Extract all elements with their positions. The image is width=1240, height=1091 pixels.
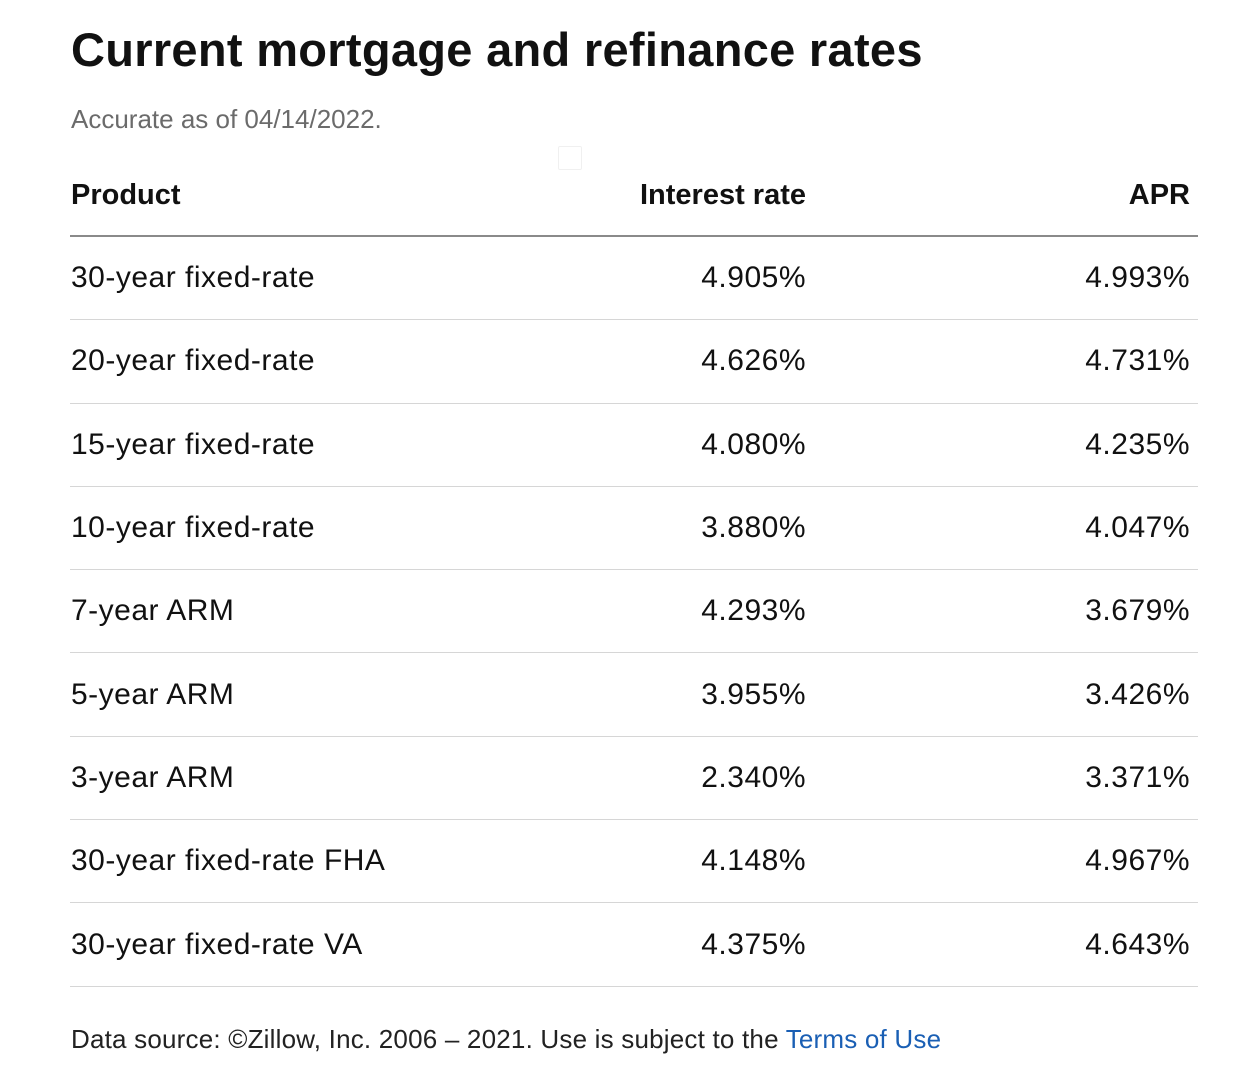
table-row: 5-year ARM 3.955% 3.426%	[70, 653, 1198, 737]
apr-cell: 4.731%	[1085, 344, 1190, 378]
table-row: 10-year fixed-rate 3.880% 4.047%	[70, 487, 1198, 571]
placeholder-box	[558, 146, 582, 170]
rate-cell: 4.080%	[701, 427, 806, 461]
data-source-footer: Data source: ©Zillow, Inc. 2006 – 2021. …	[71, 1024, 941, 1055]
product-cell: 3-year ARM	[71, 760, 235, 794]
apr-cell: 3.371%	[1085, 760, 1190, 794]
accuracy-date: Accurate as of 04/14/2022.	[71, 104, 382, 134]
product-cell: 20-year fixed-rate	[71, 344, 316, 378]
apr-cell: 4.993%	[1085, 261, 1190, 295]
apr-cell: 4.643%	[1085, 927, 1190, 961]
rate-cell: 4.148%	[701, 844, 806, 878]
rates-table: Product Interest rate APR 30-year fixed-…	[70, 155, 1198, 987]
product-cell: 30-year fixed-rate VA	[71, 927, 363, 961]
table-row: 30-year fixed-rate VA 4.375% 4.643%	[70, 903, 1198, 987]
table-row: 15-year fixed-rate 4.080% 4.235%	[70, 404, 1198, 487]
rate-cell: 4.626%	[701, 344, 806, 378]
table-row: 30-year fixed-rate FHA 4.148% 4.967%	[70, 820, 1198, 904]
product-cell: 15-year fixed-rate	[71, 427, 316, 461]
rate-cell: 4.905%	[701, 261, 806, 295]
table-header: Product Interest rate APR	[70, 155, 1198, 237]
product-cell: 5-year ARM	[71, 677, 235, 711]
rate-cell: 4.293%	[701, 594, 806, 628]
apr-cell: 4.967%	[1085, 844, 1190, 878]
page-title: Current mortgage and refinance rates	[71, 23, 923, 76]
table-row: 20-year fixed-rate 4.626% 4.731%	[70, 320, 1198, 404]
apr-cell: 4.235%	[1085, 427, 1190, 461]
rate-cell: 2.340%	[701, 760, 806, 794]
table-row: 7-year ARM 4.293% 3.679%	[70, 570, 1198, 654]
table-row: 30-year fixed-rate 4.905% 4.993%	[70, 237, 1198, 321]
product-cell: 30-year fixed-rate FHA	[71, 844, 386, 878]
apr-cell: 3.679%	[1085, 594, 1190, 628]
product-cell: 10-year fixed-rate	[71, 511, 316, 545]
header-interest-rate: Interest rate	[639, 178, 806, 211]
table-row: 3-year ARM 2.340% 3.371%	[70, 737, 1198, 821]
header-apr: APR	[1128, 178, 1190, 211]
product-cell: 30-year fixed-rate	[71, 261, 316, 295]
rate-cell: 3.880%	[701, 511, 806, 545]
header-product: Product	[71, 178, 181, 211]
rate-cell: 4.375%	[701, 927, 806, 961]
terms-of-use-link[interactable]: Terms of Use	[785, 1024, 942, 1054]
product-cell: 7-year ARM	[71, 594, 235, 628]
data-source-text: Data source: ©Zillow, Inc. 2006 – 2021. …	[71, 1024, 786, 1054]
apr-cell: 3.426%	[1085, 677, 1190, 711]
rate-cell: 3.955%	[701, 677, 806, 711]
apr-cell: 4.047%	[1085, 511, 1190, 545]
